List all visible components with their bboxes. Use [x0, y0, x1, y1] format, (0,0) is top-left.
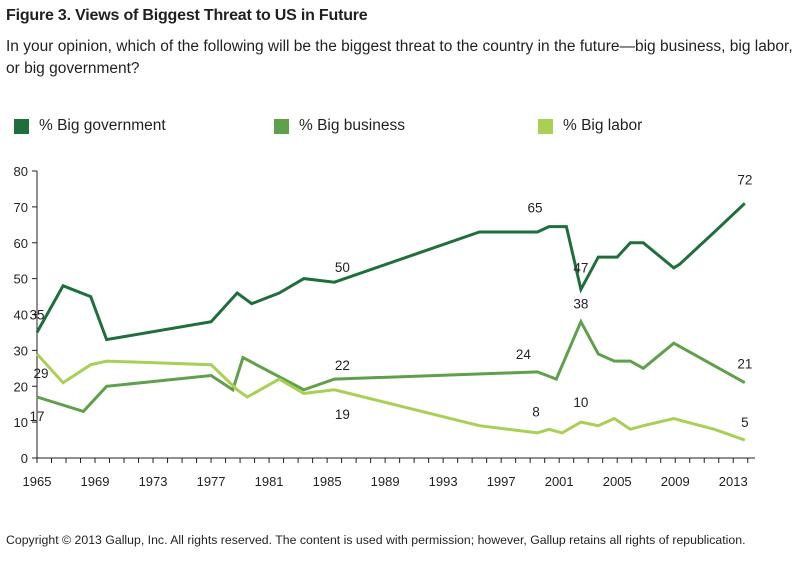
y-tick-label: 50	[14, 272, 28, 287]
data-label-big-business: 21	[737, 357, 752, 372]
y-tick-label: 30	[14, 343, 28, 358]
legend-item-big-government: % Big government	[14, 117, 166, 135]
data-label-big-business: 24	[516, 347, 532, 362]
x-tick-label: 2013	[719, 474, 748, 489]
data-label-big-labor: 29	[33, 366, 48, 381]
data-label-big-government: 50	[335, 260, 350, 275]
legend-label-big-business: % Big business	[299, 117, 405, 134]
x-tick-label: 1997	[487, 474, 516, 489]
data-label-big-labor: 8	[532, 404, 540, 419]
series-line-big-labor	[35, 352, 746, 442]
x-tick-label: 1989	[371, 474, 400, 489]
legend-label-big-labor: % Big labor	[563, 117, 643, 134]
data-label-big-government: 65	[528, 201, 543, 216]
survey-question: In your opinion, which of the following …	[6, 38, 793, 77]
data-label-big-business: 38	[573, 297, 588, 312]
data-label-big-labor: 19	[335, 407, 350, 422]
x-tick-label: 2005	[603, 474, 632, 489]
legend-swatch-big-business	[274, 118, 289, 134]
x-tick-label: 1981	[255, 474, 284, 489]
y-tick-label: 60	[14, 236, 28, 251]
legend-item-big-labor: % Big labor	[538, 117, 642, 135]
data-label-big-labor: 10	[573, 395, 588, 410]
x-tick-label: 2009	[661, 474, 690, 489]
legend-item-big-business: % Big business	[274, 117, 405, 135]
data-label-big-government: 47	[573, 260, 588, 275]
data-label-big-government: 72	[737, 172, 752, 187]
legend-label-big-government: % Big government	[39, 117, 166, 134]
legend-swatch-big-government	[14, 118, 29, 134]
data-label-big-labor: 5	[741, 415, 749, 430]
data-label-big-government: 35	[29, 307, 44, 322]
copyright-notice: Copyright © 2013 Gallup, Inc. All rights…	[6, 533, 746, 547]
y-tick-label: 70	[14, 200, 28, 215]
y-tick-label: 80	[14, 164, 28, 179]
x-tick-label: 1969	[81, 474, 110, 489]
x-tick-label: 1985	[313, 474, 342, 489]
y-tick-label: 40	[14, 308, 28, 323]
x-tick-label: 1977	[197, 474, 226, 489]
data-label-big-business: 17	[29, 409, 44, 424]
x-tick-label: 2001	[545, 474, 574, 489]
chart-legend: % Big government % Big business % Big la…	[0, 117, 800, 141]
series-line-big-business	[36, 318, 746, 414]
figure-title: Figure 3. Views of Biggest Threat to US …	[6, 7, 368, 24]
y-tick-label: 0	[21, 451, 28, 466]
x-tick-label: 1993	[429, 474, 458, 489]
y-tick-label: 10	[14, 415, 28, 430]
series-line-big-government	[35, 202, 746, 342]
x-tick-label: 1973	[139, 474, 168, 489]
x-tick-label: 1965	[23, 474, 52, 489]
data-label-big-business: 22	[335, 358, 350, 373]
y-tick-label: 20	[14, 379, 28, 394]
legend-swatch-big-labor	[538, 118, 553, 134]
